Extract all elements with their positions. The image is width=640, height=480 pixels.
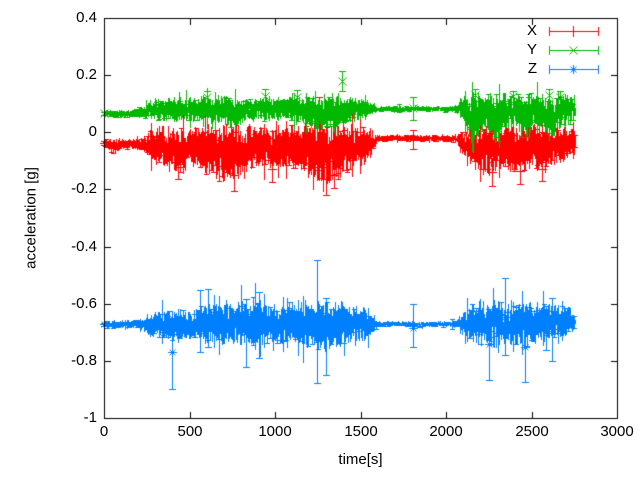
x-tick-label: 1500 <box>344 423 378 440</box>
x-tick-label: 3000 <box>600 423 634 440</box>
legend-label-y: Y <box>526 41 537 58</box>
y-tick-label: 0.4 <box>76 9 97 26</box>
y-tick-label: -0.4 <box>71 238 97 255</box>
legend-label-x: X <box>526 22 537 39</box>
y-tick-label: -0.2 <box>71 180 97 197</box>
x-tick-label: 2000 <box>429 423 463 440</box>
x-tick-label: 500 <box>177 423 203 440</box>
y-tick-label: -0.8 <box>71 352 97 369</box>
y-tick-label: -1 <box>83 409 97 426</box>
y-tick-label: -0.6 <box>71 295 97 312</box>
x-tick-label: 0 <box>99 423 109 440</box>
x-tick-label: 1000 <box>258 423 292 440</box>
y-tick-label: 0 <box>88 123 97 140</box>
x-tick-label: 2500 <box>515 423 549 440</box>
x-axis-label: time[s] <box>338 451 383 468</box>
y-tick-label: 0.2 <box>76 66 97 83</box>
legend-label-z: Z <box>527 60 537 77</box>
